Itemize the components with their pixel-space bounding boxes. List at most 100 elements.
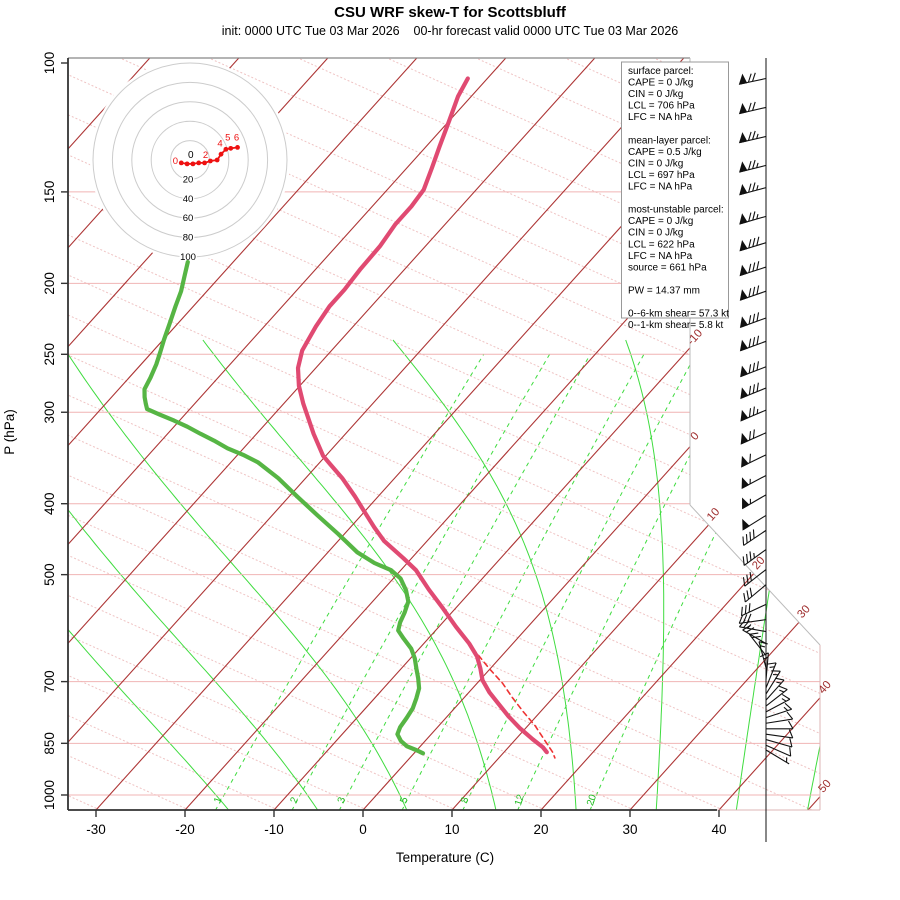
- isotherm-line: [68, 58, 418, 810]
- barb-full: [786, 711, 794, 720]
- wind-barb: [739, 182, 767, 196]
- hodograph-ring-label: 60: [183, 213, 194, 224]
- profile-layer: [142, 76, 556, 759]
- legend-line: CAPE = 0 J/kg: [628, 216, 693, 227]
- barb-full: [749, 551, 752, 561]
- barb-full: [748, 212, 752, 222]
- legend-line: 0--1-km shear= 5.8 kt: [628, 320, 724, 331]
- mixing-ratio-label: 12: [513, 793, 527, 807]
- barb-full: [784, 702, 793, 710]
- wind-barb: [759, 652, 769, 680]
- barb-staff: [765, 744, 791, 757]
- wind-barb: [765, 670, 781, 695]
- barb-full: [752, 286, 756, 296]
- chart-subtitle: init: 0000 UTC Tue 03 Mar 2026 00-hr for…: [221, 24, 679, 38]
- dry-adiabat-line: [68, 58, 457, 810]
- x-axis-tick-label: -30: [86, 822, 106, 837]
- barb-full: [747, 613, 752, 623]
- parcel-path-curve: [423, 582, 556, 759]
- wind-barb: [742, 549, 767, 566]
- legend-line: LFC = NA hPa: [628, 251, 693, 262]
- barb-full: [742, 536, 745, 546]
- barb-full: [752, 211, 756, 221]
- y-axis-tick-label: 300: [42, 401, 57, 424]
- barb-half: [763, 656, 769, 660]
- isotherm-edge-label: 20: [750, 555, 767, 573]
- barb-flag: [739, 213, 748, 225]
- barb-full: [748, 263, 752, 273]
- wind-barb: [740, 361, 767, 378]
- wind-barb: [765, 685, 788, 707]
- barb-staff: [748, 633, 767, 656]
- hodograph-background: [90, 60, 290, 260]
- hodograph-trace-point: [202, 160, 207, 166]
- x-axis-tick-label: 20: [533, 822, 548, 837]
- dry-adiabat-line: [68, 58, 820, 810]
- legend-line: CAPE = 0 J/kg: [628, 78, 693, 89]
- dry-adiabat-line: [68, 58, 813, 810]
- moist-adiabat-line: [202, 339, 497, 810]
- barb-flag: [740, 365, 749, 378]
- moist-adiabat-line: [625, 339, 665, 810]
- barb-full: [752, 337, 756, 347]
- barb-full: [756, 335, 760, 345]
- wind-barb: [748, 632, 767, 656]
- barb-full: [752, 262, 756, 272]
- barb-full: [756, 261, 760, 271]
- barb-full: [748, 239, 752, 249]
- isotherm-edge-label: 10: [705, 506, 722, 524]
- barb-full: [748, 338, 752, 348]
- barb-flag: [741, 455, 749, 468]
- y-axis-title: P (hPa): [2, 409, 17, 455]
- legend-line: LCL = 622 hPa: [628, 239, 695, 250]
- hodograph-trace-point: [196, 160, 202, 166]
- wind-barb: [765, 749, 790, 765]
- barb-staff: [765, 739, 793, 748]
- barb-half: [756, 408, 759, 414]
- barb-full: [756, 312, 760, 322]
- hodograph-height-label: 4: [217, 138, 222, 149]
- y-axis-tick-label: 400: [42, 492, 57, 515]
- wind-barb: [765, 693, 791, 713]
- dry-adiabat-line: [68, 58, 635, 810]
- legend-line: mean-layer parcel:: [628, 135, 711, 146]
- wind-barb: [741, 474, 767, 490]
- barb-flag: [739, 161, 748, 173]
- barb-full: [748, 603, 751, 613]
- barb-flag: [742, 518, 750, 531]
- barb-flag: [739, 316, 749, 329]
- barb-full: [788, 720, 794, 730]
- barb-half: [756, 185, 759, 191]
- barb-full: [747, 131, 752, 141]
- wind-barb: [765, 744, 792, 757]
- x-axis-tick-label: 30: [622, 822, 637, 837]
- frame-diagonal: [689, 504, 821, 646]
- wind-barb: [739, 285, 767, 301]
- x-axis-tick-label: -20: [175, 822, 195, 837]
- legend-line: 0--6-km shear= 57.3 kt: [628, 309, 729, 320]
- barb-flag: [742, 497, 750, 510]
- hodograph-ring-label: 20: [183, 174, 194, 185]
- wind-barb: [739, 335, 767, 352]
- wind-barbs: [738, 58, 794, 842]
- barb-full: [751, 72, 756, 82]
- barb-staff: [765, 689, 788, 707]
- barb-half: [756, 133, 759, 139]
- barb-full: [746, 574, 749, 584]
- mixing-ratio-line: [291, 354, 551, 810]
- barb-half: [781, 698, 787, 702]
- x-axis-title: Temperature (C): [396, 850, 494, 865]
- y-axis-tick-label: 700: [42, 670, 57, 693]
- isotherm-line: [540, 58, 820, 810]
- y-axis-tick-label: 150: [42, 181, 57, 204]
- barb-flag: [740, 409, 749, 422]
- barb-half: [779, 689, 785, 693]
- legend-line: most-unstable parcel:: [628, 205, 724, 216]
- barb-full: [738, 614, 744, 624]
- isotherm-line: [807, 58, 820, 810]
- barb-full: [749, 531, 752, 541]
- barb-full: [748, 408, 752, 418]
- barb-full: [743, 593, 746, 603]
